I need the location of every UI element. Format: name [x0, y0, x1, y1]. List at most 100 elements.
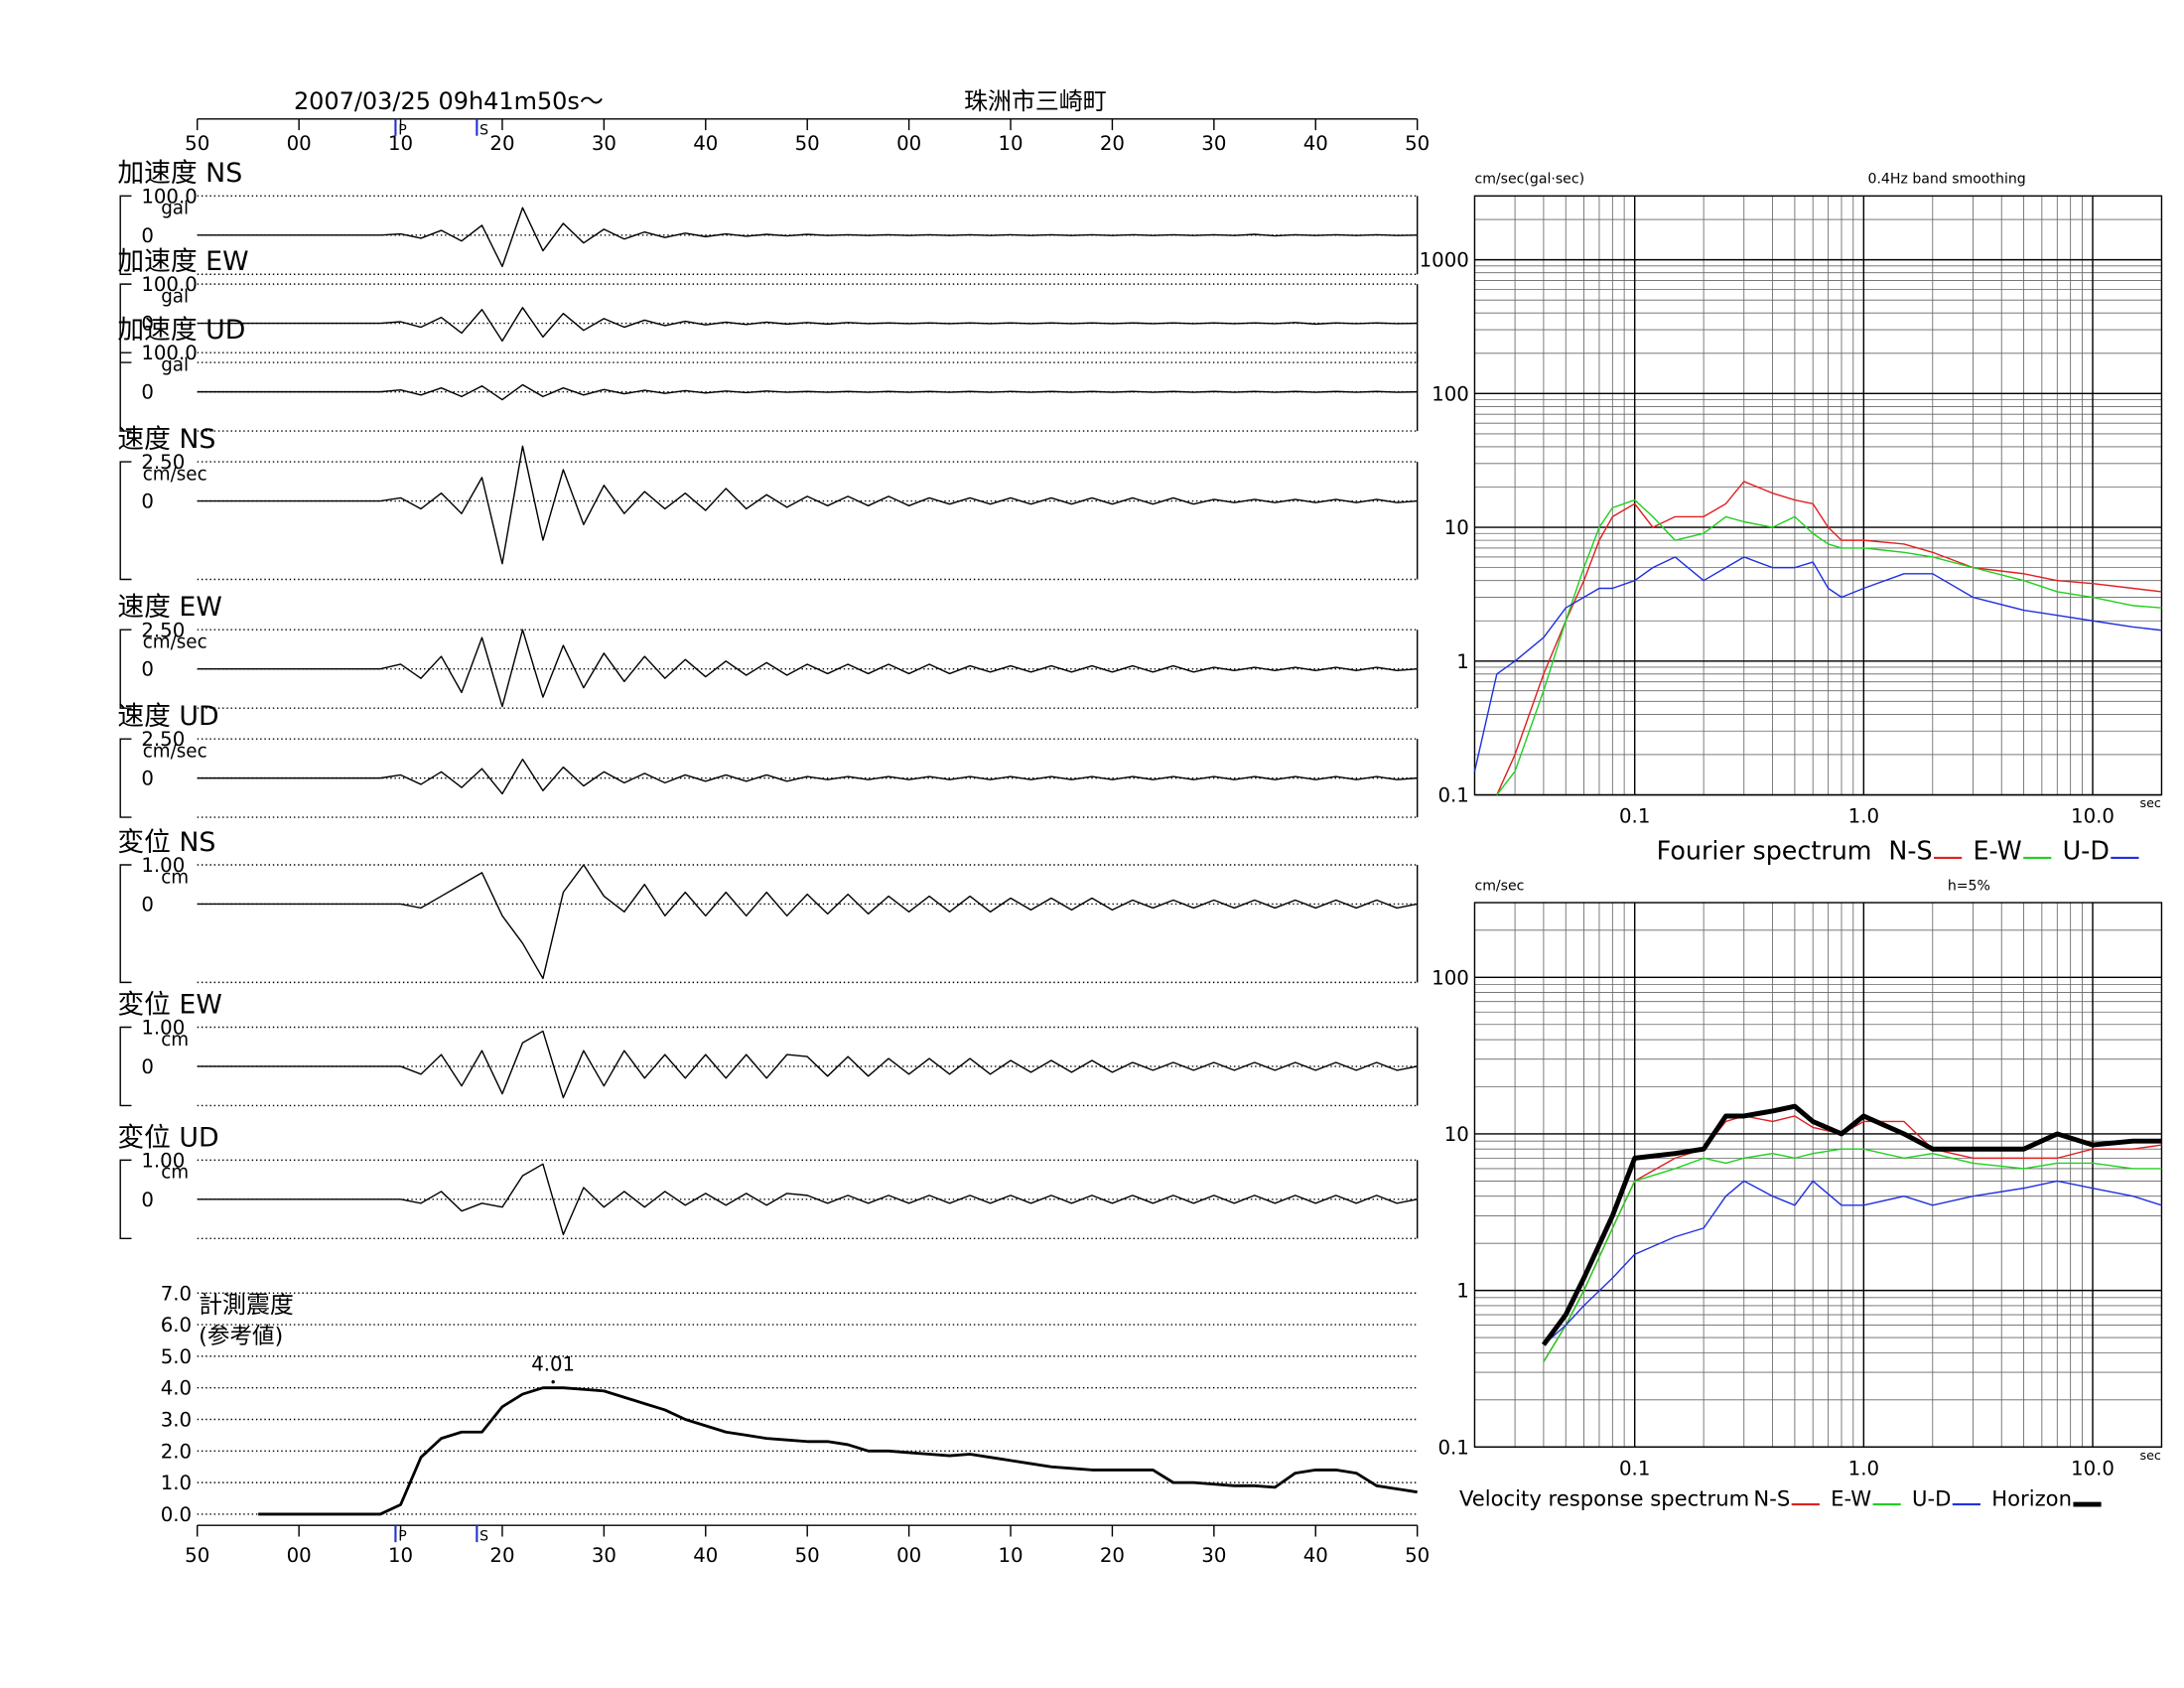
plot-frame — [1473, 902, 2163, 1448]
legend-label: E-W — [1974, 835, 2022, 865]
unit-label: cm — [161, 1030, 189, 1051]
y-tick-label: 100 — [1432, 382, 1469, 405]
y-tick-label: 5.0 — [161, 1345, 192, 1368]
spectrum-line — [1473, 556, 2162, 772]
x-tick-label: 20 — [1100, 1544, 1125, 1567]
y-tick-label: 1.0 — [161, 1472, 192, 1494]
phase-label: P — [398, 122, 407, 138]
intensity-line — [258, 1386, 1418, 1516]
y-tick-label: 0.1 — [1437, 1436, 1468, 1459]
x-tick-label: 10 — [388, 132, 413, 155]
unit-label: cm/sec — [143, 741, 207, 762]
legend-label: Horizon — [1991, 1485, 2072, 1510]
x-tick-label: 10 — [998, 1544, 1023, 1567]
y-tick-label: 100.0 — [141, 273, 197, 296]
x-tick-label: 20 — [489, 1544, 514, 1567]
unit-label: gal — [161, 199, 189, 219]
trace-name: 速度 NS — [117, 424, 215, 455]
x-unit: sec — [2139, 1448, 2160, 1463]
intensity-subtitle: (参考値) — [199, 1324, 283, 1349]
intensity-title: 計測震度 — [199, 1291, 294, 1319]
y-tick-label: 10 — [1444, 516, 1469, 539]
phase-label: P — [398, 1529, 407, 1545]
y-tick-label: 1.00 — [141, 854, 185, 877]
x-tick-label: 50 — [1405, 132, 1430, 155]
panel-bracket — [119, 1026, 132, 1107]
trace-name: 変位 NS — [117, 827, 215, 858]
x-unit: sec — [2139, 795, 2160, 810]
x-tick-label: 30 — [1201, 1544, 1226, 1567]
x-tick-label: 00 — [287, 132, 312, 155]
x-tick-label: 40 — [1303, 132, 1328, 155]
unit-label: cm/sec — [143, 464, 207, 485]
y-tick-label: 2.50 — [141, 728, 185, 751]
y-tick-label: 2.0 — [161, 1440, 192, 1463]
trace-name: 加速度 EW — [117, 246, 248, 277]
phase-label: S — [479, 122, 488, 138]
legend-label: U-D — [2063, 835, 2110, 865]
legend-label: N-S — [1888, 835, 1932, 865]
waveform — [197, 307, 1418, 343]
panel-bracket — [119, 738, 132, 818]
y-tick-label: 0.1 — [1437, 784, 1468, 807]
x-tick-label: 20 — [1100, 132, 1125, 155]
y-tick-label: 0 — [141, 1189, 154, 1211]
x-tick-label: 10 — [388, 1544, 413, 1567]
waveform — [197, 383, 1418, 401]
panel-bracket — [119, 352, 132, 432]
panel-bracket — [119, 864, 132, 984]
x-tick-label: 0.1 — [1619, 1457, 1650, 1479]
y-tick-label: 7.0 — [161, 1282, 192, 1305]
x-tick-label: 50 — [795, 1544, 820, 1567]
spectrum-line — [1541, 1103, 2162, 1346]
legend-label: E-W — [1831, 1485, 1871, 1510]
waveform — [197, 758, 1418, 795]
y-tick-label: 2.50 — [141, 451, 185, 474]
x-tick-label: 00 — [896, 1544, 921, 1567]
y-tick-label: 6.0 — [161, 1314, 192, 1336]
spectrum-line — [1543, 1180, 2162, 1345]
x-tick-label: 20 — [489, 132, 514, 155]
spectrum-line — [1496, 481, 2162, 795]
legend-title: Fourier spectrum — [1657, 835, 1872, 865]
y-tick-label: 0 — [141, 491, 154, 513]
panel-bracket — [119, 195, 132, 275]
trace-name: 速度 EW — [117, 592, 221, 623]
trace-name: 変位 UD — [117, 1122, 218, 1153]
x-tick-label: 10.0 — [2071, 805, 2115, 828]
unit-label: cm — [161, 1163, 189, 1184]
waveform — [197, 1030, 1418, 1099]
y-tick-label: 4.0 — [161, 1377, 192, 1400]
x-tick-label: 00 — [896, 132, 921, 155]
trace-name: 加速度 UD — [117, 315, 245, 346]
y-tick-label: 0 — [141, 381, 154, 404]
y-tick-label: 1.00 — [141, 1149, 185, 1172]
panel-bracket — [119, 461, 132, 581]
legend-label: N-S — [1753, 1485, 1790, 1510]
station-name: 珠洲市三崎町 — [964, 87, 1107, 115]
waveform — [197, 1163, 1418, 1236]
y-tick-label: 0 — [141, 224, 154, 247]
chart-note: 0.4Hz band smoothing — [1867, 172, 2025, 188]
y-tick-label: 1000 — [1420, 249, 1469, 272]
y-tick-label: 1 — [1456, 650, 1469, 673]
spectrum-line — [1543, 1148, 2162, 1362]
x-tick-label: 40 — [1303, 1544, 1328, 1567]
x-tick-label: 30 — [592, 132, 616, 155]
x-tick-label: 40 — [693, 132, 718, 155]
waveform — [197, 864, 1418, 980]
waveform — [197, 629, 1418, 708]
y-tick-label: 100.0 — [141, 342, 197, 364]
panel-bracket — [119, 283, 132, 363]
x-tick-label: 30 — [1201, 132, 1226, 155]
y-tick-label: 0 — [141, 768, 154, 790]
y-tick-label: 10 — [1444, 1123, 1469, 1146]
trace-name: 変位 EW — [117, 989, 221, 1020]
x-tick-label: 00 — [287, 1544, 312, 1567]
phase-label: S — [479, 1529, 488, 1545]
waveform — [197, 445, 1418, 565]
y-unit: cm/sec — [1474, 878, 1524, 894]
y-tick-label: 0 — [141, 1055, 154, 1078]
unit-label: cm/sec — [143, 633, 207, 653]
